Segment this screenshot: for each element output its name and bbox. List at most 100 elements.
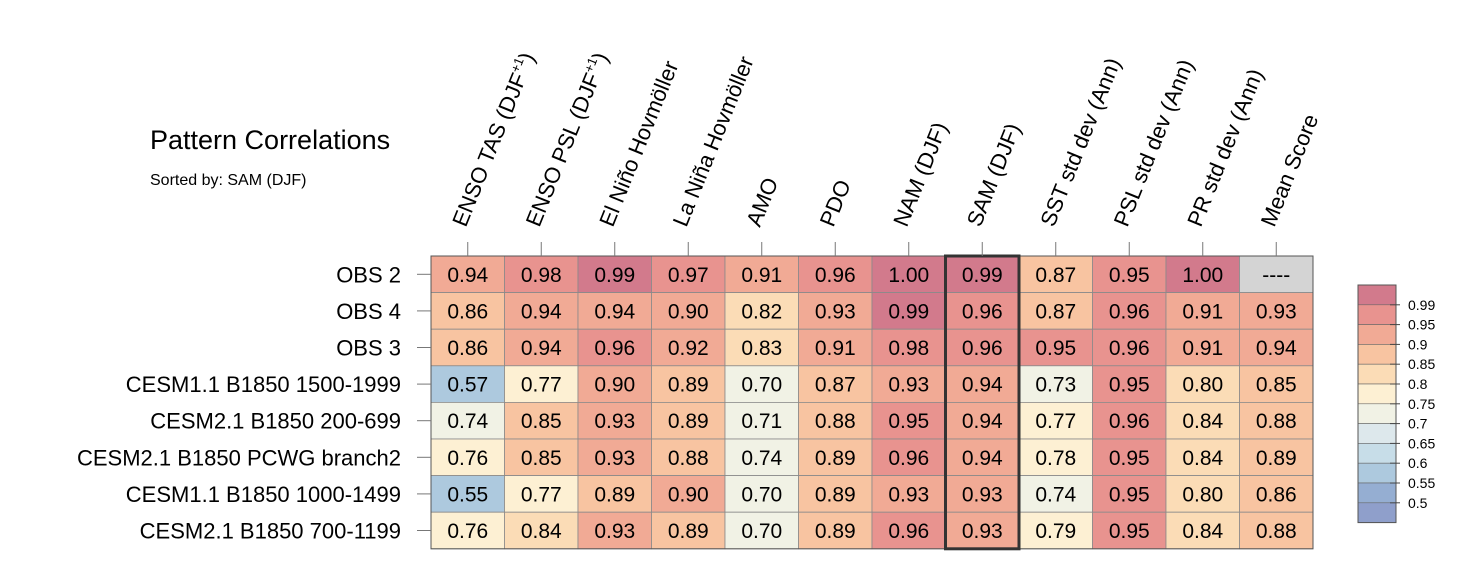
chart-subtitle: Sorted by: SAM (DJF) <box>150 172 307 189</box>
heatmap-cell <box>504 328 579 367</box>
heatmap-cell <box>945 401 1020 440</box>
cell-value: 0.89 <box>594 483 635 506</box>
colorbar-label: 0.95 <box>1408 317 1435 333</box>
heatmap-cell <box>945 475 1020 513</box>
cell-value: 0.88 <box>668 447 709 470</box>
cell-value: 0.96 <box>594 337 635 360</box>
cell-value: 0.96 <box>1109 300 1150 323</box>
heatmap-cell <box>651 511 726 550</box>
cell-value: 0.94 <box>962 374 1003 397</box>
heatmap-cell <box>651 292 726 330</box>
heatmap-cell <box>1092 475 1167 513</box>
cell-value: 0.94 <box>962 410 1003 433</box>
cell-value: 0.89 <box>668 374 709 397</box>
column-header: La Niña Hovmöller <box>668 53 759 230</box>
cell-value: 0.94 <box>594 300 635 323</box>
row-label: CESM2.1 B1850 PCWG branch2 <box>77 445 401 470</box>
cell-value: 0.94 <box>962 447 1003 470</box>
cell-value: 0.87 <box>1035 264 1076 287</box>
row-label: OBS 3 <box>336 336 401 361</box>
heatmap-cell <box>1092 438 1167 476</box>
cell-value: 0.95 <box>1109 520 1150 543</box>
cell-value: 0.76 <box>447 447 488 470</box>
heatmap-cell <box>724 292 799 330</box>
cell-value: 0.96 <box>1109 337 1150 360</box>
heatmap-cell <box>430 438 505 476</box>
heatmap-cell <box>577 475 652 513</box>
colorbar-swatch <box>1357 443 1397 464</box>
heatmap-cell <box>1165 511 1240 550</box>
heatmap-cell <box>1165 255 1240 293</box>
heatmap-cell <box>1239 365 1314 403</box>
colorbar-swatch <box>1357 502 1397 523</box>
colorbar-swatch <box>1357 482 1397 504</box>
cell-value: 0.84 <box>521 520 562 543</box>
colorbar-swatch <box>1357 324 1397 345</box>
row-label: OBS 2 <box>336 262 401 287</box>
cell-value: 0.89 <box>668 520 709 543</box>
column-header: ENSO PSL (DJF+1) <box>520 48 613 229</box>
cell-value: 0.86 <box>447 300 488 323</box>
heatmap-cell <box>1018 511 1093 550</box>
cell-value: 0.93 <box>815 300 856 323</box>
heatmap-cell <box>871 328 946 367</box>
cell-value: 0.90 <box>668 483 709 506</box>
cell-value: 0.98 <box>888 337 929 360</box>
cell-value: 0.95 <box>1035 337 1076 360</box>
cell-value: 1.00 <box>1182 264 1223 287</box>
cell-value: 0.74 <box>447 410 488 433</box>
column-header: ENSO TAS (DJF+1) <box>446 48 539 229</box>
cell-value: 0.99 <box>962 264 1003 287</box>
heatmap-cell <box>1092 292 1167 330</box>
cell-value: 0.90 <box>594 374 635 397</box>
cell-value: 0.99 <box>888 300 929 323</box>
cell-value: 0.93 <box>594 447 635 470</box>
cell-value: 0.77 <box>1035 410 1076 433</box>
cell-value: 0.88 <box>1256 410 1297 433</box>
heatmap-cell <box>577 365 652 403</box>
heatmap-cell <box>945 511 1020 550</box>
cell-value: 0.74 <box>741 447 782 470</box>
colorbar-swatch <box>1357 363 1397 385</box>
cell-value: 0.70 <box>741 374 782 397</box>
colorbar-label: 0.6 <box>1408 455 1428 471</box>
cell-value: 0.89 <box>1256 447 1297 470</box>
cell-value: 0.88 <box>815 410 856 433</box>
colorbar-swatch <box>1357 403 1397 424</box>
cell-value: 0.91 <box>815 337 856 360</box>
cell-value: 0.57 <box>447 374 488 397</box>
cell-value: 0.55 <box>447 483 488 506</box>
cell-value: 0.71 <box>741 410 782 433</box>
row-label: OBS 4 <box>336 299 401 324</box>
colorbar-label: 0.85 <box>1408 356 1435 372</box>
cell-value: 0.89 <box>815 520 856 543</box>
heatmap-cell <box>1165 365 1240 403</box>
heatmap-cell <box>430 475 505 513</box>
colorbar-label: 0.5 <box>1408 495 1428 511</box>
heatmap-cell <box>1239 511 1314 550</box>
cell-value: 0.93 <box>888 374 929 397</box>
cell-value: 0.85 <box>1256 374 1297 397</box>
colorbar-label: 0.8 <box>1408 376 1428 392</box>
heatmap-cell <box>1018 401 1093 440</box>
heatmap-cell <box>504 438 579 476</box>
heatmap-cell <box>1092 365 1167 403</box>
cell-value: 0.91 <box>1182 300 1223 323</box>
cell-value: 0.94 <box>447 264 488 287</box>
cell-value: 0.96 <box>888 520 929 543</box>
column-header: AMO <box>741 174 783 230</box>
cell-value: 0.95 <box>888 410 929 433</box>
heatmap-cell <box>1092 401 1167 440</box>
colorbar-swatch <box>1357 284 1397 306</box>
row-label: CESM2.1 B1850 700-1199 <box>140 519 401 544</box>
cell-value: 0.96 <box>888 447 929 470</box>
cell-value: 0.70 <box>741 520 782 543</box>
cell-value: 0.77 <box>521 374 562 397</box>
cell-value: 0.97 <box>668 264 709 287</box>
cell-value: 0.88 <box>1256 520 1297 543</box>
colorbar-label: 0.65 <box>1408 435 1435 451</box>
cell-value: 0.91 <box>741 264 782 287</box>
column-header: PSL std dev (Ann) <box>1109 56 1199 230</box>
colorbar-swatch <box>1357 462 1397 484</box>
cell-value: 0.89 <box>668 410 709 433</box>
